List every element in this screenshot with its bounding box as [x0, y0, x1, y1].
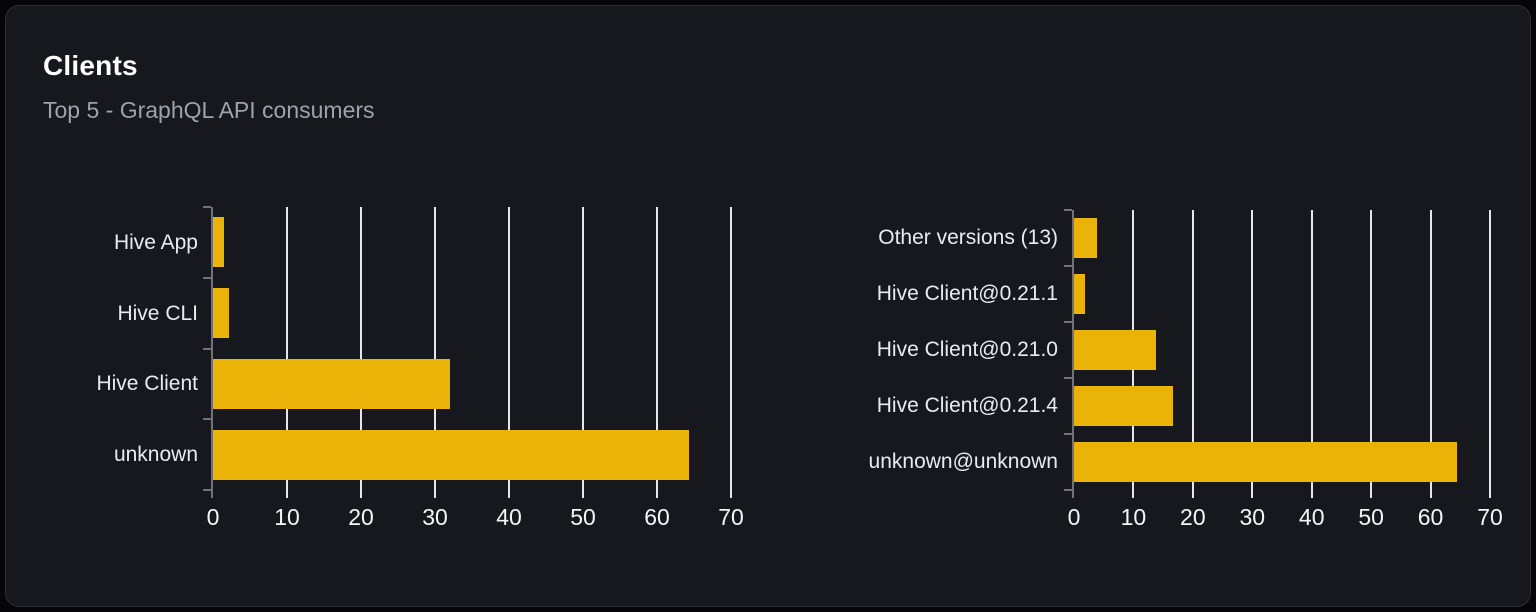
y-axis-tick — [203, 347, 211, 350]
category-label: Hive App — [113, 230, 198, 254]
x-axis-tick-label: 0 — [1067, 504, 1081, 530]
category-label-column: Other versions (13) Hive Client@0.21.1 Hiv… — [830, 210, 1074, 490]
bar — [1074, 386, 1173, 426]
x-axis-tick-label: 70 — [718, 504, 744, 530]
category-label-row: unknown@unknown — [830, 434, 1058, 490]
gridline — [730, 207, 732, 498]
category-label-row: Hive Client@0.21.1 — [830, 266, 1058, 322]
card-title: Clients — [43, 50, 138, 81]
bar — [1074, 442, 1457, 482]
clients-by-name-chart: Hive App Hive CLI Hive Client unknown 0 10 20 3… — [28, 206, 744, 530]
x-axis-tick-label: 60 — [644, 504, 670, 530]
x-axis-tick-label: 70 — [1477, 504, 1503, 530]
category-label-row: Hive App — [28, 207, 198, 278]
bar — [1074, 274, 1085, 314]
gridline — [360, 207, 362, 498]
category-label-row: Hive Client@0.21.4 — [830, 378, 1058, 434]
card-subtitle: Top 5 - GraphQL API consumers — [43, 97, 375, 123]
x-axis-tick-label: 50 — [570, 504, 596, 530]
x-axis-tick-label: 20 — [1180, 504, 1206, 530]
x-axis-tick-label: 40 — [1298, 504, 1325, 530]
category-label-row: Hive CLI — [28, 278, 198, 349]
gridline — [1370, 210, 1373, 498]
plot-area: 0 10 20 30 40 50 60 70 — [203, 206, 744, 530]
x-axis-tick-label: 30 — [1239, 504, 1266, 530]
category-label-column: Hive App Hive CLI Hive Client unknown — [28, 207, 213, 490]
category-label: unknown@unknown — [868, 450, 1058, 474]
y-axis-tick — [1064, 377, 1072, 379]
bar — [213, 429, 689, 480]
bar — [213, 217, 225, 268]
category-label: unknown — [113, 443, 198, 467]
y-axis-line — [1072, 210, 1074, 498]
x-axis-tick-label: 50 — [1358, 504, 1384, 530]
y-axis-tick — [1064, 321, 1072, 323]
y-axis-line — [211, 207, 213, 498]
y-axis-tick — [1064, 265, 1072, 267]
category-label: Hive Client@0.21.1 — [876, 282, 1058, 306]
x-axis-tick-label: 10 — [274, 504, 300, 530]
category-label: Hive CLI — [117, 301, 198, 325]
bar — [213, 358, 450, 409]
gridline — [582, 207, 584, 498]
gridline — [1191, 210, 1194, 498]
gridline — [434, 207, 436, 498]
category-label-row: Hive Client — [28, 349, 198, 420]
category-label-row: Hive Client@0.21.0 — [830, 322, 1058, 378]
gridline — [1429, 210, 1432, 498]
bar — [213, 288, 230, 339]
y-axis-tick — [203, 276, 211, 279]
clients-by-version-chart: Other versions (13) Hive Client@0.21.1 Hiv… — [830, 209, 1503, 530]
gridline — [1251, 210, 1254, 498]
x-axis-tick-label: 10 — [1120, 504, 1147, 530]
y-axis-tick — [203, 206, 211, 208]
y-axis-tick — [203, 489, 211, 491]
bar — [1074, 330, 1156, 370]
y-axis-tick — [1064, 489, 1072, 491]
y-axis-tick — [1064, 433, 1072, 435]
x-axis-tick-label: 0 — [206, 504, 220, 530]
gridline — [286, 207, 288, 498]
category-label: Other versions (13) — [878, 226, 1058, 250]
y-axis-tick — [203, 418, 211, 421]
gridline — [508, 207, 510, 498]
gridline — [656, 207, 658, 498]
x-axis-tick-label: 40 — [496, 504, 522, 530]
clients-card: Clients Top 5 - GraphQL API consumers Hi… — [5, 5, 1531, 607]
x-axis-tick-label: 30 — [422, 504, 448, 530]
category-label: Hive Client — [96, 372, 198, 396]
gridline — [1310, 210, 1313, 498]
category-label-row: unknown — [28, 419, 198, 490]
gridline — [1489, 210, 1491, 498]
x-axis-tick-label: 60 — [1417, 504, 1444, 530]
plot-area: 0 10 20 30 40 50 60 70 — [1064, 209, 1503, 530]
category-label-row: Other versions (13) — [830, 210, 1058, 266]
bar — [1074, 218, 1098, 258]
x-axis-tick-label: 20 — [348, 504, 374, 530]
category-label: Hive Client@0.21.4 — [876, 394, 1058, 418]
y-axis-tick — [1064, 209, 1072, 211]
category-label: Hive Client@0.21.0 — [876, 338, 1058, 362]
